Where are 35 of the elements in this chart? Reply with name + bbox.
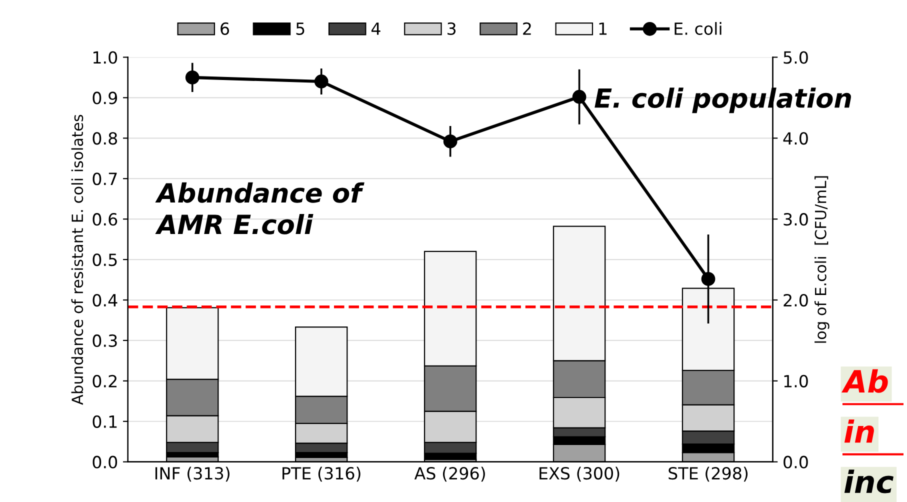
y2-tick-label: 1.0 xyxy=(784,374,808,388)
legend-label: 3 xyxy=(448,22,456,35)
x-tick-label: EXS (300) xyxy=(540,466,620,482)
text: Ab xyxy=(842,369,888,393)
text: inc xyxy=(844,470,894,494)
legend-label: 5 xyxy=(296,22,304,35)
y-tick-label: 0.3 xyxy=(92,334,117,348)
y-axis-title: Abundance of resistant E. coli isolates xyxy=(71,114,84,405)
legend-label: E. coli xyxy=(674,22,722,35)
y-tick-label: 0.9 xyxy=(92,92,117,104)
y-tick-label: 0.1 xyxy=(92,415,117,428)
y-tick-label: 0.2 xyxy=(92,374,116,388)
text: in xyxy=(844,419,874,443)
x-tick-label: STE (298) xyxy=(668,466,748,482)
y-tick-label: 1.0 xyxy=(93,51,118,64)
y2-tick-label: 4.0 xyxy=(783,132,808,145)
legend-label: 6 xyxy=(220,22,230,35)
y-tick-label: 0.8 xyxy=(92,132,118,145)
y-tick-label: 0.5 xyxy=(92,253,117,266)
legend-label: 4 xyxy=(371,22,380,35)
legend-label: 1 xyxy=(599,22,607,35)
x-tick-label: INF (313) xyxy=(155,466,230,482)
y-tick-label: 0.6 xyxy=(92,213,118,226)
y-tick-label: 0.4 xyxy=(92,294,118,307)
y-tick-label: 0.7 xyxy=(92,172,117,186)
legend-label: 2 xyxy=(523,22,531,35)
y2-tick-label: 5.0 xyxy=(784,51,808,64)
y2-tick-label: 3.0 xyxy=(784,213,808,226)
annotation: Abundance of AMR E.coli xyxy=(155,182,364,234)
y2-tick-label: 2.0 xyxy=(784,294,808,307)
y2-axis-title: log of E.coli [CFU/mL] xyxy=(814,176,830,343)
y2-tick-label: 0.0 xyxy=(784,456,808,468)
x-tick-label: PTE (316) xyxy=(282,466,360,482)
x-tick-label: AS (296) xyxy=(414,466,485,482)
y-tick-label: 0.0 xyxy=(92,456,118,468)
